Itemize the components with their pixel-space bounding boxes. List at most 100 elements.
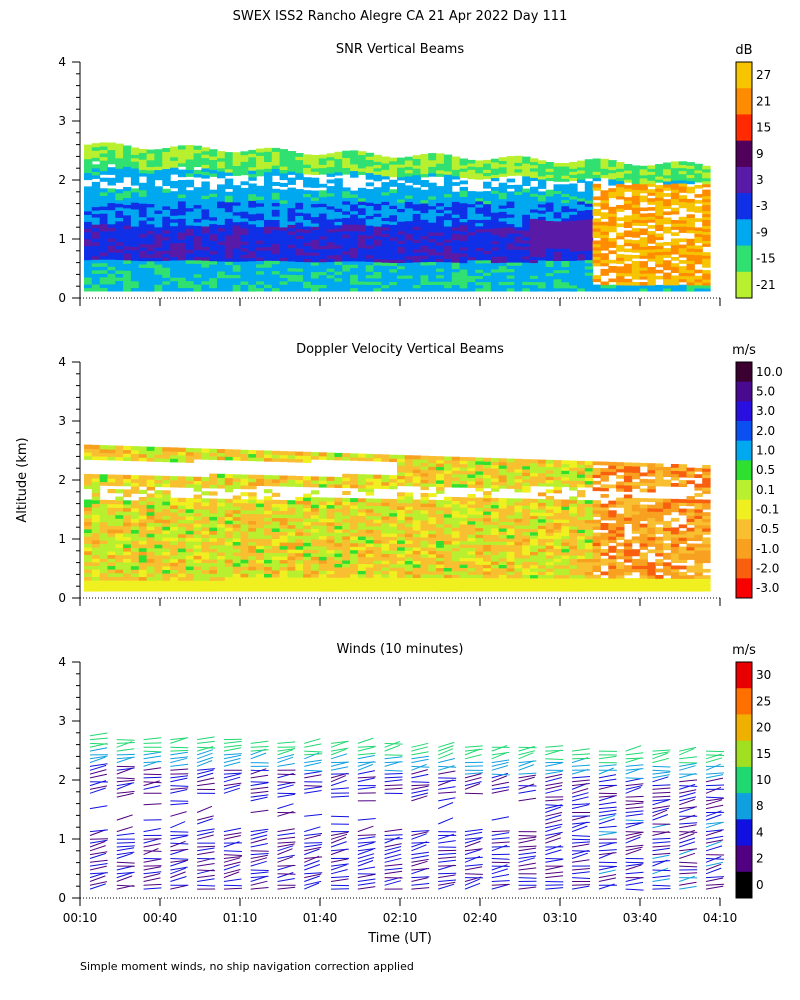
doppler-cell bbox=[404, 560, 414, 565]
doppler-cell bbox=[264, 555, 273, 560]
doppler-cell bbox=[365, 484, 375, 489]
snr-cell bbox=[201, 263, 210, 268]
snr-cell bbox=[256, 212, 265, 217]
snr-cell bbox=[193, 194, 202, 199]
snr-cell bbox=[373, 219, 382, 224]
doppler-cell bbox=[185, 523, 195, 528]
snr-cell bbox=[264, 236, 273, 241]
snr-cell bbox=[170, 249, 179, 254]
snr-cell bbox=[350, 240, 359, 245]
doppler-cell bbox=[209, 502, 218, 507]
snr-cell bbox=[381, 220, 390, 225]
doppler-cell bbox=[217, 551, 226, 556]
snr-cell bbox=[545, 223, 555, 228]
snr-cell bbox=[608, 163, 617, 167]
doppler-cell bbox=[115, 521, 124, 527]
snr-cell bbox=[678, 161, 688, 165]
doppler-cell bbox=[389, 516, 398, 520]
snr-cell bbox=[154, 260, 163, 265]
snr-cell bbox=[295, 192, 304, 197]
doppler-cell bbox=[342, 556, 351, 561]
snr-cell bbox=[670, 173, 680, 178]
snr-cell bbox=[310, 281, 320, 285]
snr-cell bbox=[271, 151, 281, 156]
snr-cell bbox=[162, 229, 171, 234]
snr-cell bbox=[303, 219, 312, 224]
snr-cell bbox=[256, 253, 265, 258]
snr-cell bbox=[537, 234, 547, 239]
snr-cell bbox=[170, 160, 179, 165]
snr-cell bbox=[217, 260, 226, 265]
snr-cell bbox=[600, 284, 609, 289]
doppler-cell bbox=[170, 551, 179, 556]
snr-cell bbox=[420, 251, 429, 256]
snr-cell bbox=[420, 153, 429, 158]
snr-cell bbox=[553, 278, 562, 283]
snr-cell bbox=[162, 267, 171, 272]
snr-cell bbox=[522, 227, 531, 231]
snr-cell bbox=[420, 163, 429, 168]
snr-cell bbox=[365, 182, 375, 187]
snr-cell bbox=[428, 182, 437, 187]
doppler-cell bbox=[146, 508, 155, 513]
snr-cell bbox=[412, 252, 422, 256]
snr-cell bbox=[459, 212, 468, 216]
snr-cell bbox=[631, 231, 641, 235]
doppler-cell bbox=[123, 576, 132, 581]
snr-cell bbox=[702, 177, 711, 182]
snr-cell bbox=[138, 189, 148, 194]
snr-cell bbox=[428, 238, 437, 243]
snr-cell bbox=[694, 218, 703, 222]
snr-cell bbox=[655, 269, 664, 274]
snr-cell bbox=[420, 215, 429, 220]
snr-cell bbox=[185, 165, 195, 170]
doppler-cell bbox=[146, 551, 155, 556]
snr-cell bbox=[123, 211, 132, 216]
snr-cell bbox=[451, 172, 461, 177]
snr-cell bbox=[138, 267, 148, 272]
snr-cell bbox=[342, 227, 351, 232]
snr-cell bbox=[428, 264, 437, 269]
snr-cell bbox=[561, 205, 570, 210]
snr-cell bbox=[170, 239, 179, 244]
snr-cell bbox=[475, 225, 484, 230]
snr-cell bbox=[271, 250, 281, 255]
doppler-cell bbox=[365, 474, 375, 479]
snr-cell bbox=[146, 260, 155, 265]
doppler-cell bbox=[115, 482, 124, 487]
snr-cell bbox=[201, 198, 210, 203]
snr-cell bbox=[639, 186, 648, 191]
snr-cell bbox=[232, 284, 242, 289]
snr-cell bbox=[404, 166, 414, 171]
doppler-cell bbox=[483, 507, 492, 512]
snr-cell bbox=[702, 192, 711, 197]
snr-cell bbox=[318, 170, 328, 175]
snr-cell bbox=[443, 196, 453, 201]
snr-cell bbox=[248, 247, 257, 252]
snr-cell bbox=[459, 205, 468, 210]
snr-cell bbox=[107, 269, 116, 274]
snr-cell bbox=[537, 191, 547, 196]
snr-cell bbox=[295, 271, 304, 276]
snr-cell bbox=[616, 272, 625, 277]
snr-cell bbox=[600, 234, 609, 238]
snr-cell bbox=[569, 257, 578, 261]
doppler-cell bbox=[84, 444, 93, 449]
snr-cell bbox=[146, 264, 155, 268]
doppler-cell bbox=[381, 454, 390, 459]
snr-cell bbox=[295, 258, 304, 262]
snr-cell bbox=[91, 259, 101, 264]
snr-cell bbox=[357, 287, 367, 292]
snr-cell bbox=[295, 162, 304, 167]
doppler-cell bbox=[326, 584, 335, 589]
snr-cell bbox=[631, 270, 641, 274]
snr-cell bbox=[326, 261, 335, 266]
snr-cell bbox=[475, 269, 484, 273]
snr-cell bbox=[678, 195, 688, 199]
snr-cell bbox=[389, 275, 398, 279]
snr-cell bbox=[483, 231, 492, 236]
y-tick-label: 3 bbox=[58, 114, 66, 128]
doppler-cell bbox=[146, 533, 155, 538]
doppler-cell bbox=[451, 497, 461, 501]
snr-cell bbox=[271, 229, 281, 234]
